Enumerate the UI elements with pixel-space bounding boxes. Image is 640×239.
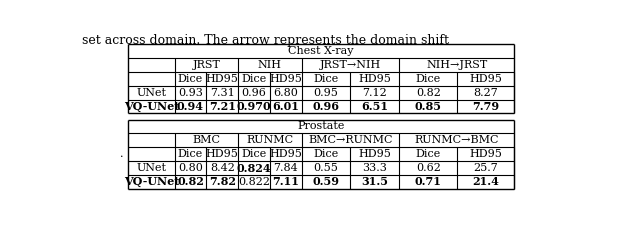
Text: Dice: Dice [241,149,267,159]
Text: Dice: Dice [178,149,203,159]
Text: 0.824: 0.824 [237,163,271,174]
Text: 7.12: 7.12 [362,87,387,98]
Text: UNet: UNet [136,163,166,173]
Text: HD95: HD95 [469,74,502,84]
Text: Dice: Dice [178,74,203,84]
Text: 7.84: 7.84 [273,163,298,173]
Text: 21.4: 21.4 [472,176,499,187]
Text: 6.80: 6.80 [273,87,298,98]
Text: NIH→JRST: NIH→JRST [426,60,487,70]
Text: HD95: HD95 [206,74,239,84]
Text: .: . [120,149,124,159]
Text: 0.96: 0.96 [241,87,266,98]
Text: 8.27: 8.27 [474,87,498,98]
Text: JRST: JRST [193,60,220,70]
Text: RUNMC→BMC: RUNMC→BMC [415,135,499,145]
Text: 0.85: 0.85 [415,101,442,112]
Text: Dice: Dice [314,149,339,159]
Text: VQ-UNet: VQ-UNet [124,176,179,187]
Text: 0.55: 0.55 [314,163,339,173]
Text: VQ-UNet: VQ-UNet [124,101,179,112]
Text: 0.80: 0.80 [178,163,203,173]
Text: 7.31: 7.31 [210,87,235,98]
Text: set across domain. The arrow represents the domain shift: set across domain. The arrow represents … [81,34,449,47]
Text: 0.82: 0.82 [416,87,441,98]
Text: RUNMC: RUNMC [246,135,293,145]
Text: BMC→RUNMC: BMC→RUNMC [308,135,393,145]
Text: 7.11: 7.11 [273,176,300,187]
Text: 0.93: 0.93 [178,87,203,98]
Text: 0.94: 0.94 [177,101,204,112]
Text: 7.79: 7.79 [472,101,499,112]
Text: 33.3: 33.3 [362,163,387,173]
Text: 0.59: 0.59 [312,176,340,187]
Text: 0.822: 0.822 [238,177,270,187]
Text: 0.82: 0.82 [177,176,204,187]
Text: Dice: Dice [314,74,339,84]
Text: 7.21: 7.21 [209,101,236,112]
Text: Chest X-ray: Chest X-ray [288,46,354,56]
Text: 31.5: 31.5 [362,176,388,187]
Text: 25.7: 25.7 [474,163,498,173]
Text: UNet: UNet [136,87,166,98]
Text: 6.01: 6.01 [273,101,300,112]
Text: 0.95: 0.95 [314,87,339,98]
Text: 7.82: 7.82 [209,176,236,187]
Text: HD95: HD95 [269,74,302,84]
Text: HD95: HD95 [269,149,302,159]
Text: Dice: Dice [416,149,441,159]
Text: 0.970: 0.970 [237,101,271,112]
Text: HD95: HD95 [358,74,391,84]
Text: 8.42: 8.42 [210,163,235,173]
Text: 6.51: 6.51 [362,101,388,112]
Text: 0.96: 0.96 [312,101,340,112]
Text: 0.62: 0.62 [416,163,441,173]
Text: BMC: BMC [193,135,220,145]
Text: Dice: Dice [416,74,441,84]
Text: JRST→NIH: JRST→NIH [320,60,381,70]
Text: HD95: HD95 [358,149,391,159]
Text: HD95: HD95 [206,149,239,159]
Text: 0.71: 0.71 [415,176,442,187]
Text: HD95: HD95 [469,149,502,159]
Text: NIH: NIH [258,60,282,70]
Text: Dice: Dice [241,74,267,84]
Text: Prostate: Prostate [298,121,345,131]
